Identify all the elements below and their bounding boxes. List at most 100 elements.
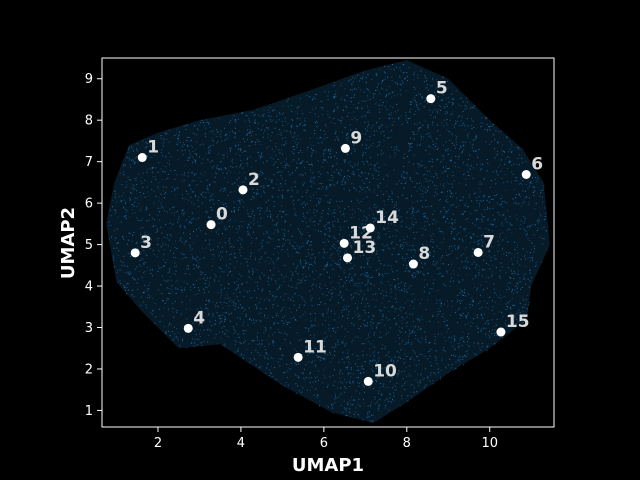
data-point xyxy=(333,184,335,186)
data-point xyxy=(536,264,538,266)
data-point xyxy=(282,125,284,127)
data-point xyxy=(286,163,288,165)
data-point xyxy=(426,78,428,80)
data-point xyxy=(195,148,197,150)
data-point xyxy=(495,170,497,172)
data-point xyxy=(523,256,525,258)
data-point xyxy=(268,236,270,238)
data-point xyxy=(436,245,438,247)
data-point xyxy=(131,294,133,296)
data-point xyxy=(329,150,331,152)
data-point xyxy=(429,135,431,137)
data-point xyxy=(285,214,287,216)
data-point xyxy=(397,109,399,111)
data-point xyxy=(187,193,189,195)
data-point xyxy=(470,107,472,109)
data-point xyxy=(399,67,401,69)
data-point xyxy=(372,298,374,300)
data-point xyxy=(271,376,273,378)
data-point xyxy=(429,160,431,162)
data-point xyxy=(348,381,350,383)
data-point xyxy=(538,218,540,220)
data-point xyxy=(389,393,391,395)
data-point xyxy=(278,133,280,135)
data-point xyxy=(393,169,395,171)
data-point xyxy=(164,302,166,304)
data-point xyxy=(125,186,127,188)
data-point xyxy=(142,226,144,228)
data-point xyxy=(284,251,286,253)
data-point xyxy=(429,355,431,357)
data-point xyxy=(339,381,341,383)
data-point xyxy=(358,398,360,400)
data-point xyxy=(314,215,316,217)
data-point xyxy=(239,166,241,168)
data-point xyxy=(373,130,375,132)
data-point xyxy=(349,408,351,410)
data-point xyxy=(462,338,464,340)
data-point xyxy=(325,148,327,150)
data-point xyxy=(358,244,360,246)
data-point xyxy=(239,149,241,151)
data-point xyxy=(186,347,188,349)
data-point xyxy=(419,93,421,95)
data-point xyxy=(327,384,329,386)
data-point xyxy=(492,264,494,266)
data-point xyxy=(198,289,200,291)
data-point xyxy=(233,115,235,117)
data-point xyxy=(413,249,415,251)
data-point xyxy=(296,375,298,377)
data-point xyxy=(496,194,498,196)
data-point xyxy=(487,344,489,346)
data-point xyxy=(189,246,191,248)
data-point xyxy=(199,258,201,260)
data-point xyxy=(249,130,251,132)
data-point xyxy=(258,261,260,263)
data-point xyxy=(272,274,274,276)
data-point xyxy=(216,216,218,218)
data-point xyxy=(461,300,463,302)
data-point xyxy=(344,336,346,338)
data-point xyxy=(154,303,156,305)
data-point xyxy=(395,260,397,262)
data-point xyxy=(432,380,434,382)
data-point xyxy=(313,211,315,213)
data-point xyxy=(493,343,495,345)
data-point xyxy=(398,352,400,354)
data-point xyxy=(371,276,373,278)
data-point xyxy=(248,120,250,122)
data-point xyxy=(486,302,488,304)
data-point xyxy=(300,338,302,340)
data-point xyxy=(427,186,429,188)
data-point xyxy=(321,382,323,384)
data-point xyxy=(413,231,415,233)
data-point xyxy=(458,359,460,361)
data-point xyxy=(179,226,181,228)
data-point xyxy=(476,314,478,316)
data-point xyxy=(350,368,352,370)
data-point xyxy=(132,184,134,186)
data-point xyxy=(172,223,174,225)
data-point xyxy=(524,197,526,199)
data-point xyxy=(272,119,274,121)
data-point xyxy=(241,239,243,241)
data-point xyxy=(475,267,477,269)
data-point xyxy=(215,307,217,309)
data-point xyxy=(376,122,378,124)
data-point xyxy=(131,193,133,195)
data-point xyxy=(476,209,478,211)
data-point xyxy=(339,119,341,121)
data-point xyxy=(342,351,344,353)
data-point xyxy=(173,316,175,318)
data-point xyxy=(215,275,217,277)
data-point xyxy=(463,145,465,147)
data-point xyxy=(262,114,264,116)
data-point xyxy=(516,260,518,262)
data-point xyxy=(310,200,312,202)
data-point xyxy=(214,304,216,306)
data-point xyxy=(227,170,229,172)
data-point xyxy=(274,247,276,249)
data-point xyxy=(449,159,451,161)
data-point xyxy=(192,161,194,163)
